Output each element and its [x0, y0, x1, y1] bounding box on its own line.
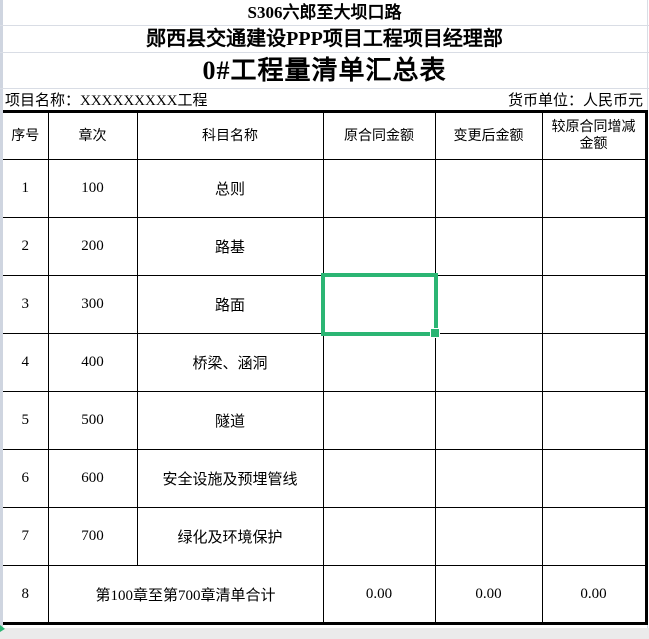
- page-break-marker: [0, 625, 5, 632]
- table-row: 6 600 安全设施及预埋管线: [3, 449, 647, 508]
- cell-subject[interactable]: 绿化及环境保护: [136, 507, 324, 566]
- table-row: 5 500 隧道: [3, 391, 647, 450]
- cell-diff-amount[interactable]: [541, 159, 647, 218]
- table-row: 4 400 桥梁、涵洞: [3, 333, 647, 392]
- cell-seq[interactable]: 7: [3, 507, 49, 566]
- cell-original-amount[interactable]: [322, 507, 436, 566]
- cell-seq[interactable]: 2: [3, 217, 49, 276]
- cell-original-amount[interactable]: [322, 159, 436, 218]
- table-row: 1 100 总则: [3, 159, 647, 218]
- cell-chapter[interactable]: 200: [47, 217, 138, 276]
- cell-seq[interactable]: 4: [3, 333, 49, 392]
- selection-outline: [320, 273, 440, 338]
- cell-subject[interactable]: 桥梁、涵洞: [136, 333, 324, 392]
- header-row: 序号 章次 科目名称 原合同金额 变更后金额 较原合同增减金额: [3, 111, 647, 160]
- cell-subject[interactable]: 总则: [136, 159, 324, 218]
- cell-changed-amount[interactable]: [434, 507, 543, 566]
- header-diff-amount[interactable]: 较原合同增减金额: [541, 111, 647, 160]
- table-row: 2 200 路基: [3, 217, 647, 276]
- cell-changed-amount[interactable]: [434, 159, 543, 218]
- right-faint-gridline: [647, 0, 648, 628]
- header-chapter[interactable]: 章次: [47, 111, 138, 160]
- cell-diff-amount[interactable]: [541, 507, 647, 566]
- cell-original-amount[interactable]: [322, 391, 436, 450]
- cell-original-amount[interactable]: [322, 333, 436, 392]
- cell-changed-amount[interactable]: [434, 333, 543, 392]
- cell-diff-amount[interactable]: 0.00: [541, 565, 647, 624]
- sheet-left-edge: [0, 0, 3, 628]
- title-route-cell[interactable]: S306六郎至大坝口路: [0, 0, 649, 26]
- cell-changed-amount[interactable]: [434, 391, 543, 450]
- cell-chapter[interactable]: 700: [47, 507, 138, 566]
- cell-diff-amount[interactable]: [541, 449, 647, 508]
- cell-changed-amount[interactable]: [434, 449, 543, 508]
- table-row: 3 300 路面: [3, 273, 647, 338]
- fill-handle[interactable]: [429, 328, 440, 338]
- header-original-amount[interactable]: 原合同金额: [322, 111, 436, 160]
- cell-original-amount[interactable]: [322, 449, 436, 508]
- cell-seq[interactable]: 1: [3, 159, 49, 218]
- cell-seq[interactable]: 3: [3, 275, 49, 334]
- merged-total-label-cell[interactable]: 第100章至第700章清单合计: [47, 565, 324, 624]
- project-name-cell[interactable]: 项目名称：XXXXXXXXX工程: [5, 93, 208, 109]
- cell-diff-amount[interactable]: [541, 217, 647, 276]
- cell-chapter[interactable]: 300: [47, 275, 138, 334]
- cell-subject[interactable]: 隧道: [136, 391, 324, 450]
- cell-chapter[interactable]: 600: [47, 449, 138, 508]
- cell-seq[interactable]: 5: [3, 391, 49, 450]
- cell-chapter[interactable]: 400: [47, 333, 138, 392]
- cell-diff-amount[interactable]: [541, 275, 647, 334]
- header-changed-amount[interactable]: 变更后金额: [434, 111, 543, 160]
- info-row: 项目名称：XXXXXXXXX工程 货币单位：人民币元: [0, 89, 649, 110]
- cell-subject[interactable]: 安全设施及预埋管线: [136, 449, 324, 508]
- currency-unit-cell[interactable]: 货币单位：人民币元: [507, 93, 643, 109]
- area-below-sheet: [0, 628, 649, 639]
- cell-changed-amount[interactable]: [434, 217, 543, 276]
- table-row: 7 700 绿化及环境保护: [3, 507, 647, 566]
- title-sheet-name-cell[interactable]: 0#工程量清单汇总表: [0, 53, 649, 89]
- cell-original-amount[interactable]: [322, 217, 436, 276]
- header-seq[interactable]: 序号: [3, 111, 49, 160]
- cell-original-amount[interactable]: 0.00: [322, 565, 436, 624]
- cell-original-amount-selected[interactable]: [320, 273, 440, 338]
- cell-diff-amount[interactable]: [541, 391, 647, 450]
- cell-changed-amount[interactable]: [434, 275, 543, 334]
- cell-seq[interactable]: 8: [3, 565, 49, 624]
- cell-changed-amount[interactable]: 0.00: [434, 565, 543, 624]
- cell-subject[interactable]: 路基: [136, 217, 324, 276]
- cell-diff-amount[interactable]: [541, 333, 647, 392]
- cell-chapter[interactable]: 100: [47, 159, 138, 218]
- cell-seq[interactable]: 6: [3, 449, 49, 508]
- cell-subject[interactable]: 路面: [136, 275, 324, 334]
- title-organization-cell[interactable]: 郧西县交通建设PPP项目工程项目经理部: [0, 26, 649, 53]
- total-row: 8 第100章至第700章清单合计 0.00 0.00 0.00: [3, 565, 647, 624]
- summary-table: 序号 章次 科目名称 原合同金额 变更后金额 较原合同增减金额 1 100 总则…: [3, 110, 648, 625]
- cell-chapter[interactable]: 500: [47, 391, 138, 450]
- header-subject[interactable]: 科目名称: [136, 111, 324, 160]
